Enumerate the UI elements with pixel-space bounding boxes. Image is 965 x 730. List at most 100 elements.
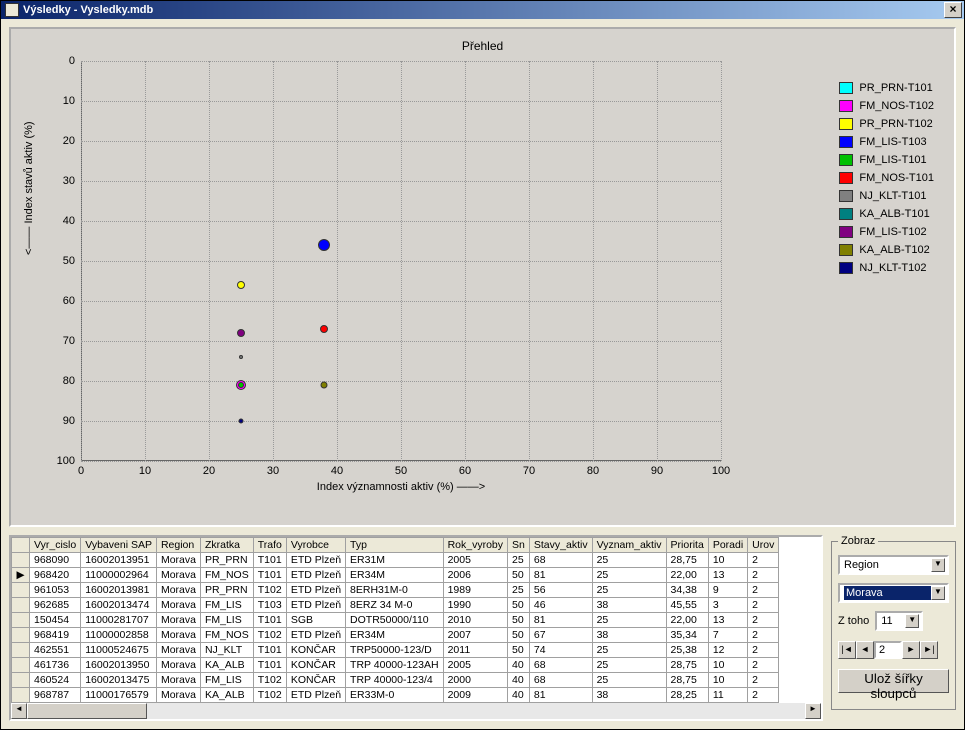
cell[interactable]: ETD Plzeň [286, 568, 345, 583]
cell[interactable]: FM_LIS [200, 613, 253, 628]
row-selector[interactable] [12, 598, 30, 613]
cell[interactable]: KA_ALB [200, 688, 253, 703]
cell[interactable]: 68 [529, 553, 592, 568]
cell[interactable]: 968090 [30, 553, 81, 568]
cell[interactable]: 2 [748, 658, 779, 673]
cell[interactable]: 40 [508, 673, 530, 688]
cell[interactable]: ETD Plzeň [286, 628, 345, 643]
cell[interactable]: T102 [253, 583, 286, 598]
cell[interactable]: ER34M [346, 568, 444, 583]
table-row[interactable]: 96105316002013981MoravaPR_PRNT102ETD Plz… [12, 583, 779, 598]
cell[interactable]: 68 [529, 673, 592, 688]
cell[interactable]: 2 [748, 628, 779, 643]
cell[interactable]: TRP50000-123/D [346, 643, 444, 658]
ztoho-combo[interactable]: 11 ▼ [875, 611, 923, 631]
cell[interactable]: NJ_KLT [200, 643, 253, 658]
cell[interactable]: T101 [253, 643, 286, 658]
cell[interactable]: 1989 [443, 583, 507, 598]
row-selector[interactable] [12, 583, 30, 598]
cell[interactable]: FM_NOS [200, 568, 253, 583]
cell[interactable]: T102 [253, 673, 286, 688]
cell[interactable]: 10 [708, 658, 747, 673]
cell[interactable]: T101 [253, 658, 286, 673]
cell[interactable]: Morava [156, 658, 200, 673]
cell[interactable]: Morava [156, 598, 200, 613]
cell[interactable]: 56 [529, 583, 592, 598]
column-header[interactable]: Vyrobce [286, 538, 345, 553]
column-header[interactable]: Trafo [253, 538, 286, 553]
column-header[interactable]: Sn [508, 538, 530, 553]
table-row[interactable]: ▶96842011000002964MoravaFM_NOST101ETD Pl… [12, 568, 779, 583]
column-header[interactable]: Priorita [666, 538, 708, 553]
cell[interactable]: T102 [253, 628, 286, 643]
table-row[interactable]: 46255111000524675MoravaNJ_KLTT101KONČART… [12, 643, 779, 658]
cell[interactable]: 11 [708, 688, 747, 703]
cell[interactable]: 50 [508, 568, 530, 583]
nav-next-button[interactable]: ► [902, 641, 920, 659]
cell[interactable]: 2005 [443, 553, 507, 568]
table-row[interactable]: 96809016002013951MoravaPR_PRNT101ETD Plz… [12, 553, 779, 568]
cell[interactable]: 2 [748, 643, 779, 658]
cell[interactable]: 25 [592, 673, 666, 688]
cell[interactable]: 68 [529, 658, 592, 673]
cell[interactable]: 462551 [30, 643, 81, 658]
cell[interactable]: 74 [529, 643, 592, 658]
cell[interactable]: 13 [708, 613, 747, 628]
cell[interactable]: 67 [529, 628, 592, 643]
row-selector[interactable] [12, 688, 30, 703]
cell[interactable]: KONČAR [286, 658, 345, 673]
cell[interactable]: T103 [253, 598, 286, 613]
cell[interactable]: Morava [156, 688, 200, 703]
cell[interactable]: Morava [156, 553, 200, 568]
column-header[interactable]: Vybaveni SAP [81, 538, 157, 553]
cell[interactable]: 50 [508, 598, 530, 613]
cell[interactable]: 16002013475 [81, 673, 157, 688]
cell[interactable]: 22,00 [666, 568, 708, 583]
column-header[interactable]: Zkratka [200, 538, 253, 553]
row-selector[interactable] [12, 658, 30, 673]
nav-prev-button[interactable]: ◄ [856, 641, 874, 659]
cell[interactable]: 38 [592, 628, 666, 643]
cell[interactable]: 13 [708, 568, 747, 583]
cell[interactable]: 22,00 [666, 613, 708, 628]
cell[interactable]: 3 [708, 598, 747, 613]
nav-first-button[interactable]: |◄ [838, 641, 856, 659]
cell[interactable]: KONČAR [286, 643, 345, 658]
cell[interactable]: 968420 [30, 568, 81, 583]
cell[interactable]: 16002013951 [81, 553, 157, 568]
cell[interactable]: 28,75 [666, 553, 708, 568]
column-header[interactable]: Stavy_aktiv [529, 538, 592, 553]
nav-position[interactable]: 2 [874, 641, 902, 659]
cell[interactable]: PR_PRN [200, 553, 253, 568]
row-selector[interactable] [12, 628, 30, 643]
cell[interactable]: 2011 [443, 643, 507, 658]
cell[interactable]: ETD Plzeň [286, 688, 345, 703]
column-header[interactable]: Urov [748, 538, 779, 553]
cell[interactable]: ETD Plzeň [286, 598, 345, 613]
cell[interactable]: 2007 [443, 628, 507, 643]
cell[interactable]: TRP 40000-123AH [346, 658, 444, 673]
cell[interactable]: 961053 [30, 583, 81, 598]
cell[interactable]: 2 [748, 568, 779, 583]
cell[interactable]: 12 [708, 643, 747, 658]
cell[interactable]: 25 [592, 583, 666, 598]
column-header[interactable]: Rok_vyroby [443, 538, 507, 553]
cell[interactable]: 46 [529, 598, 592, 613]
cell[interactable]: Morava [156, 643, 200, 658]
cell[interactable]: Morava [156, 613, 200, 628]
close-button[interactable]: × [944, 2, 962, 18]
row-selector[interactable] [12, 643, 30, 658]
cell[interactable]: 10 [708, 553, 747, 568]
data-grid[interactable]: Vyr_cisloVybaveni SAPRegionZkratkaTrafoV… [9, 535, 823, 721]
cell[interactable]: T101 [253, 553, 286, 568]
cell[interactable]: 11000281707 [81, 613, 157, 628]
cell[interactable]: 2 [748, 583, 779, 598]
cell[interactable]: 10 [708, 673, 747, 688]
row-selector[interactable] [12, 553, 30, 568]
column-header[interactable]: Typ [346, 538, 444, 553]
cell[interactable]: 11000176579 [81, 688, 157, 703]
cell[interactable]: T102 [253, 688, 286, 703]
cell[interactable]: 2006 [443, 568, 507, 583]
nav-last-button[interactable]: ►| [920, 641, 938, 659]
cell[interactable]: 2 [748, 673, 779, 688]
